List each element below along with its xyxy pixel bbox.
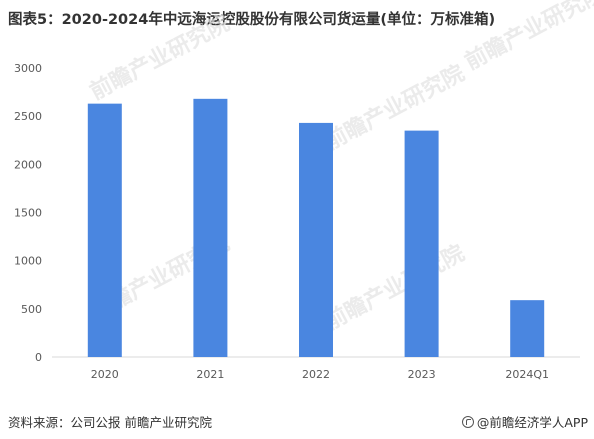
x-tick-label: 2024Q1 [505,368,549,381]
x-tick-label: 2023 [408,368,436,381]
watermark-text: 前瞻产业研究院 [321,240,469,335]
brand-credit: @前瞻经济学人APP [461,412,588,431]
bar-2024Q1 [510,300,545,357]
y-tick-label: 1000 [14,255,42,268]
bar-2021 [193,98,228,358]
x-tick-label: 2022 [302,368,330,381]
x-tick-label: 2020 [91,368,119,381]
bar-2020 [87,103,122,357]
source-note: 资料来源：公司公报 前瞻产业研究院 [8,415,212,430]
y-tick-label: 500 [21,303,42,316]
bar-2023 [404,130,439,357]
y-tick-label: 2500 [14,110,42,123]
y-tick-label: 1500 [14,207,42,220]
watermark-text: 前瞻产业研究院 [321,60,469,155]
qianzhan-logo-icon [461,415,474,428]
y-tick-label: 3000 [14,62,42,75]
watermark-text: 前瞻产业研究院 [86,10,234,105]
x-tick-label: 2021 [196,368,224,381]
watermark-text: 前瞻产业研究院 [461,0,594,75]
bar-2022 [299,122,333,357]
y-tick-label: 2000 [14,158,42,171]
y-tick-label: 0 [35,351,42,364]
brand-label: @前瞻经济学人APP [476,415,588,430]
chart-title: 图表5：2020-2024年中远海运控股股份有限公司货运量(单位：万标准箱) [8,12,496,28]
